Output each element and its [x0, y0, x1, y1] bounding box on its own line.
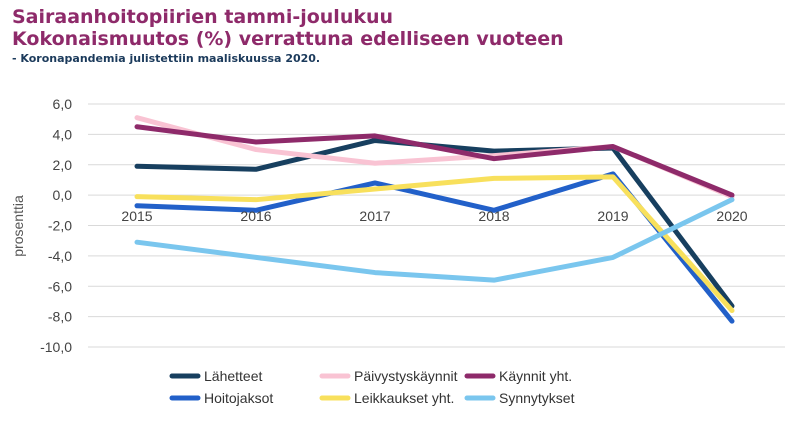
series-lines [134, 115, 735, 324]
y-axis-ticks: 6,0 4,0 2,0 0,0 -2,0 -4,0 -6,0 -8,0 -10,0 [40, 96, 72, 355]
chart-subtitle: - Koronapandemia julistettiin maaliskuus… [12, 52, 321, 65]
x-tick-label: 2017 [359, 208, 390, 224]
y-tick-label: 0,0 [53, 187, 73, 203]
legend-label: Lähetteet [204, 368, 262, 384]
legend-label: Hoitojaksot [204, 390, 273, 406]
series-line [134, 197, 735, 283]
chart-title: Sairaanhoitopiirien tammi-joulukuu Kokon… [12, 6, 564, 50]
series-line [134, 171, 735, 324]
legend-label: Leikkaukset yht. [354, 390, 454, 406]
legend-label: Käynnit yht. [499, 368, 572, 384]
chart-title-line2: Kokonaismuutos (%) verrattuna edelliseen… [12, 28, 564, 50]
y-tick-label: -2,0 [48, 218, 72, 234]
series-line [134, 174, 735, 314]
y-tick-label: 4,0 [53, 126, 73, 142]
legend-label: Päivystyskäynnit [354, 368, 458, 384]
legend-label: Synnytykset [499, 390, 575, 406]
x-tick-label: 2016 [240, 208, 271, 224]
x-axis-ticks: 2015 2016 2017 2018 2019 2020 [121, 208, 747, 224]
legend: Lähetteet Päivystyskäynnit Käynnit yht. Hoi… [169, 368, 575, 406]
x-tick-label: 2019 [597, 208, 628, 224]
y-tick-label: -8,0 [48, 309, 72, 325]
y-tick-label: -10,0 [40, 339, 72, 355]
chart-title-line1: Sairaanhoitopiirien tammi-joulukuu [12, 6, 394, 28]
x-tick-label: 2018 [478, 208, 509, 224]
y-tick-label: 6,0 [53, 96, 73, 112]
y-tick-label: 2,0 [53, 157, 73, 173]
x-tick-label: 2020 [716, 208, 747, 224]
series-line [134, 124, 735, 198]
y-tick-label: -4,0 [48, 248, 72, 264]
series-line [134, 137, 735, 309]
x-tick-label: 2015 [121, 208, 152, 224]
y-tick-label: -6,0 [48, 278, 72, 294]
y-axis-label: prosenttia [10, 195, 26, 257]
